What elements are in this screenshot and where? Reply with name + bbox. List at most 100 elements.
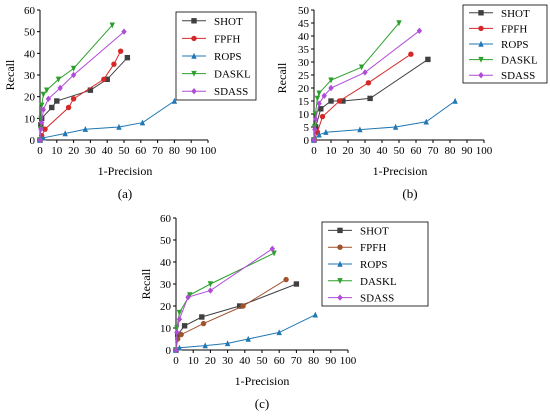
data-point-fpfh [111,61,117,67]
data-point-fpfh [408,51,414,57]
legend-label-fpfh: FPFH [214,33,240,45]
x-axis-title: 1-Precision [98,164,153,178]
x-tick-label: 70 [152,145,164,157]
y-tick-label: 5 [304,122,310,134]
data-point-shot [293,281,300,287]
x-tick-label: 10 [188,355,200,367]
legend-marker-sdass [191,88,197,95]
data-point-daskl [176,309,183,316]
data-point-daskl [316,90,322,97]
y-tick-label: 50 [160,235,172,247]
data-point-shot [318,106,324,112]
data-point-shot [49,104,55,111]
y-tick-label: 10 [24,113,36,125]
x-tick-label: 20 [205,355,217,367]
y-tick-label: 10 [160,323,172,335]
data-point-shot [328,98,334,104]
data-point-rops [40,134,47,141]
legend-marker-fpfh [337,244,343,250]
series-daskl [173,250,277,354]
data-point-fpfh [101,76,107,83]
series-line-fpfh [175,279,287,351]
data-point-daskl [271,250,277,257]
y-tick-label: 15 [298,96,310,108]
x-tick-label: 80 [169,145,181,157]
data-point-sdass [316,100,322,107]
legend-marker-sdass [337,294,343,301]
x-tick-label: 10 [51,145,63,157]
y-tick-label: 40 [24,48,36,60]
data-point-daskl [55,76,62,83]
x-axis-title: 1-Precision [235,374,290,388]
data-point-sdass [362,69,368,76]
legend-label-rops: ROPS [360,259,388,271]
legend-label-daskl: DASKL [360,276,397,288]
data-point-sdass [176,316,183,323]
x-tick-label: 100 [340,355,357,367]
y-tick-label: 50 [298,5,310,17]
data-point-rops [276,329,282,336]
data-point-daskl [396,20,402,27]
y-tick-label: 60 [160,213,172,225]
legend-label-fpfh: FPFH [360,242,386,254]
series-line-shot [175,283,297,351]
x-tick-label: 50 [257,355,269,367]
legend-marker-rops [478,40,484,47]
data-point-sdass [121,28,127,35]
data-point-sdass [328,84,334,92]
data-point-shot [199,314,205,320]
legend-label-daskl: DASKL [214,69,251,81]
data-point-rops [224,340,231,347]
data-point-sdass [185,294,191,301]
data-point-rops [357,126,363,133]
x-tick-label: 10 [326,145,338,157]
y-tick-label: 40 [160,257,172,269]
data-point-rops [62,130,68,137]
series-rops [311,97,458,143]
x-tick-label: 80 [308,355,320,367]
y-tick-label: 30 [160,279,172,291]
data-point-daskl [109,22,115,29]
data-point-rops [423,118,429,125]
x-tick-label: 30 [360,145,372,157]
legend-marker-shot [191,18,197,24]
data-point-daskl [187,292,193,299]
x-tick-label: 50 [394,145,406,157]
data-point-shot [104,76,110,83]
legend-marker-rops [337,260,343,267]
x-tick-label: 60 [135,145,147,157]
y-tick-label: 30 [24,70,36,82]
y-tick-label: 35 [298,44,310,56]
data-point-rops [452,97,458,104]
data-point-daskl [70,65,77,72]
x-tick-label: 50 [119,145,131,157]
series-line-sdass [313,30,420,141]
x-tick-label: 0 [173,355,179,367]
panel-caption: (a) [118,186,132,201]
x-tick-label: 30 [85,145,97,157]
data-point-daskl [40,91,47,98]
data-point-rops [312,311,319,318]
x-tick-label: 20 [343,145,355,157]
x-tick-label: 40 [239,355,251,367]
x-tick-label: 30 [222,355,234,367]
data-point-sdass [38,125,44,133]
legend-marker-daskl [337,278,343,284]
data-point-rops [316,131,322,138]
data-point-fpfh [283,276,289,283]
data-point-shot [425,56,431,63]
series-rops [173,311,319,353]
data-point-fpfh [319,113,326,120]
series-line-daskl [313,22,400,141]
data-point-fpfh [65,104,72,111]
series-fpfh [173,276,289,353]
y-tick-label: 30 [298,57,310,69]
data-point-shot [340,98,346,104]
y-tick-label: 40 [298,31,310,43]
x-tick-label: 20 [68,145,80,157]
panel-caption: (b) [402,186,417,201]
legend-label-fpfh: FPFH [501,23,527,35]
y-axis-title: Recall [139,268,153,299]
legend-marker-shot [478,10,484,16]
data-point-fpfh [175,336,181,342]
